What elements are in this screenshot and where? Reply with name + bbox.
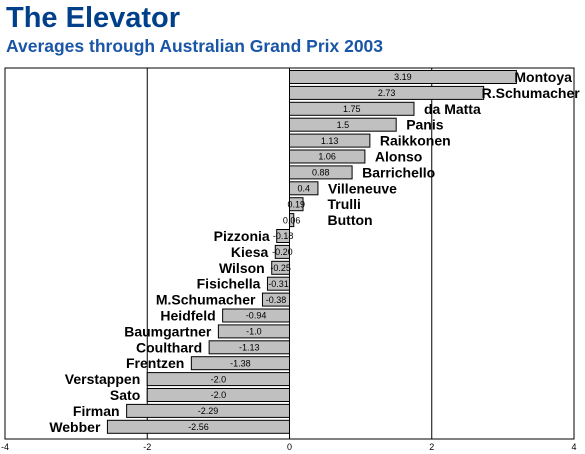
- bar-value-label: 0.88: [312, 168, 330, 178]
- bar-value-label: -1.0: [246, 327, 262, 337]
- bar: [126, 403, 290, 418]
- bar-value-label: 1.13: [321, 136, 339, 146]
- bar: [208, 340, 290, 355]
- x-tick-label: 4: [571, 442, 576, 452]
- driver-label: Panis: [406, 117, 444, 133]
- bar: [217, 324, 290, 339]
- x-tick-label: -2: [143, 442, 151, 452]
- driver-label: Button: [328, 212, 373, 228]
- bar: [289, 101, 415, 116]
- bar-value-label: -0.31: [268, 279, 289, 289]
- bar-value-label: -2.0: [211, 390, 227, 400]
- driver-label: Alonso: [375, 149, 422, 165]
- bar: [190, 356, 290, 371]
- x-tick-label: 0: [287, 442, 292, 452]
- x-tick-label: 2: [429, 442, 434, 452]
- bar: [289, 133, 371, 148]
- bar: [274, 244, 290, 259]
- bar: [289, 117, 397, 132]
- bar-value-label: 0.4: [297, 184, 310, 194]
- bar: [289, 70, 517, 84]
- driver-label: Raikkonen: [380, 133, 451, 149]
- bar: [289, 213, 295, 228]
- bar-value-label: -0.94: [246, 311, 267, 321]
- bar: [276, 229, 291, 243]
- driver-label: R.Schumacher: [482, 85, 581, 101]
- bar-value-label: 0.19: [287, 199, 305, 209]
- driver-label: Frentzen: [126, 355, 184, 371]
- driver-label: Webber: [49, 419, 101, 435]
- bar: [289, 181, 319, 196]
- driver-label: Fisichella: [197, 276, 261, 292]
- driver-label: Kiesa: [231, 244, 269, 260]
- driver-label: Firman: [73, 403, 120, 419]
- x-tick-label: -4: [1, 442, 9, 452]
- driver-label: Villeneuve: [328, 180, 397, 196]
- bar-value-label: 1.75: [343, 104, 361, 114]
- driver-label: Baumgartner: [124, 323, 212, 339]
- driver-label: Heidfeld: [160, 308, 215, 324]
- bar-value-label: 0.06: [283, 215, 301, 225]
- bar: [271, 260, 290, 275]
- bar-value-label: 3.19: [394, 72, 412, 82]
- bar: [289, 149, 366, 164]
- bar: [289, 85, 485, 100]
- bar-value-label: -2.0: [211, 374, 227, 384]
- bar-value-label: 2.73: [378, 88, 396, 98]
- driver-label: Barrichello: [362, 164, 435, 180]
- bar-value-label: -2.56: [188, 422, 209, 432]
- bar-value-label: -1.38: [230, 358, 251, 368]
- bar-value-label: -2.29: [198, 406, 219, 416]
- driver-label: Pizzonia: [214, 228, 270, 244]
- bar: [289, 165, 353, 180]
- chart-title: The Elevator: [6, 2, 181, 34]
- bar: [146, 388, 290, 402]
- bar-value-label: -1.13: [239, 343, 260, 353]
- bar: [106, 419, 290, 434]
- bar-value-label: -0.20: [272, 247, 293, 257]
- driver-label: Montoya: [514, 69, 572, 85]
- bar: [266, 276, 291, 291]
- bar-value-label: -0.18: [273, 231, 294, 241]
- driver-label: Trulli: [328, 196, 361, 212]
- bar: [261, 292, 291, 307]
- bar-value-label: 1.06: [318, 152, 336, 162]
- bar: [146, 372, 290, 387]
- driver-label: Coulthard: [136, 339, 202, 355]
- bar-value-label: -0.38: [266, 295, 287, 305]
- driver-label: M.Schumacher: [156, 292, 256, 308]
- driver-label: Verstappen: [65, 371, 140, 387]
- driver-label: da Matta: [424, 101, 481, 117]
- driver-label: Sato: [110, 387, 140, 403]
- bar-value-label: 1.5: [337, 120, 350, 130]
- bar: [289, 197, 304, 212]
- bar: [222, 308, 290, 323]
- bar-value-label: -0.25: [270, 263, 291, 273]
- chart-subtitle: Averages through Australian Grand Prix 2…: [6, 36, 384, 56]
- driver-label: Wilson: [219, 260, 265, 276]
